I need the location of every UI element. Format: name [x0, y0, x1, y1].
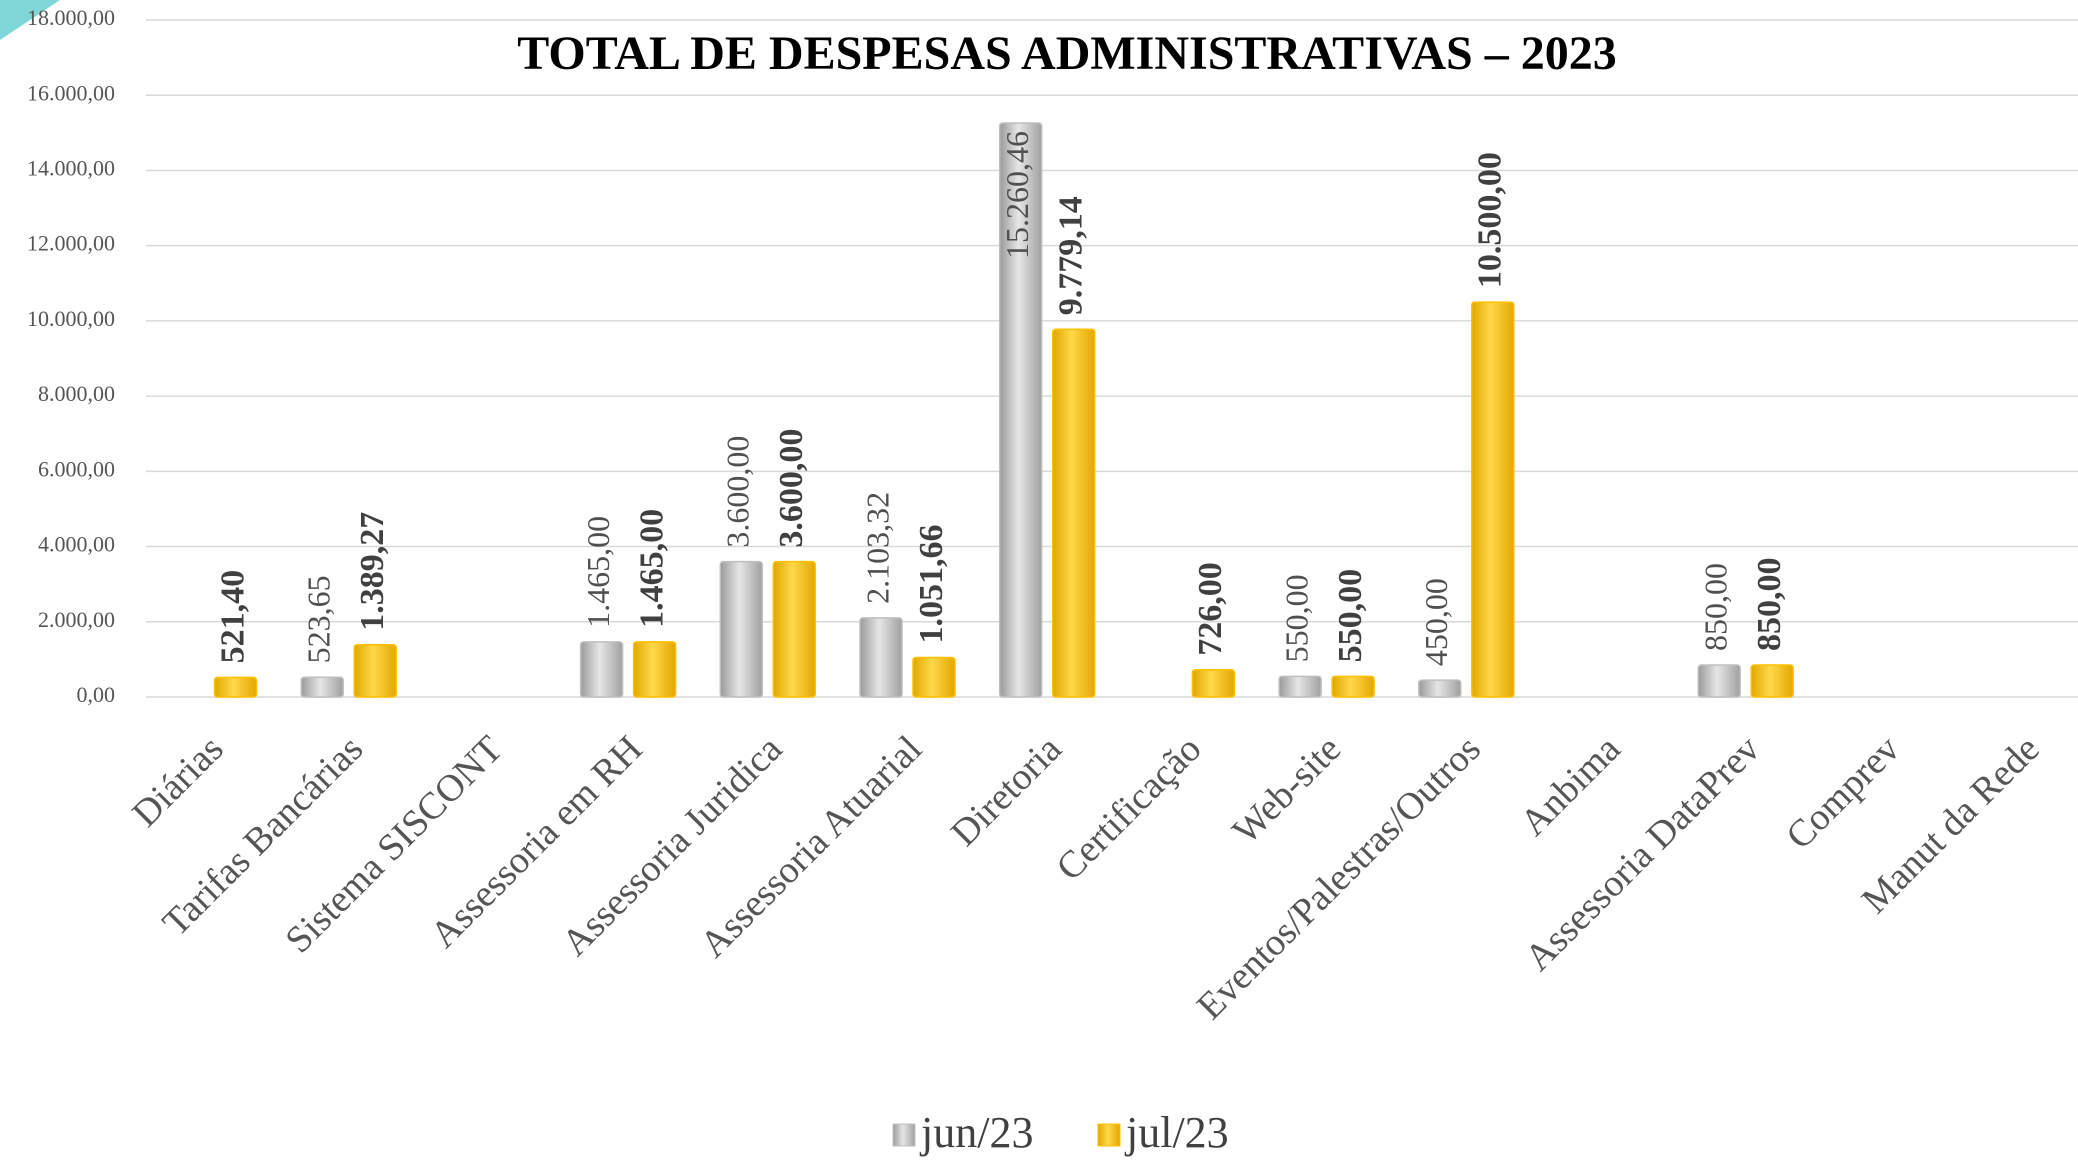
data-label: 1.389,27: [354, 512, 391, 631]
decoration: [0, 0, 60, 40]
x-tick-label: Eventos/Palestras/Outros: [1189, 728, 1489, 1028]
x-tick-label: Diárias: [124, 728, 231, 835]
data-label: 450,00: [1418, 578, 1454, 666]
data-label: 15.260,46: [999, 131, 1035, 259]
bar: [719, 560, 764, 698]
bar: [1051, 328, 1096, 698]
data-label: 850,00: [1751, 558, 1788, 652]
chart-title: TOTAL DE DESPESAS ADMINISTRATIVAS – 2023: [517, 27, 1616, 80]
data-label: 523,65: [301, 575, 337, 663]
data-label: 2.103,32: [859, 492, 895, 604]
x-tick-label: Web-site: [1225, 728, 1350, 853]
x-tick-label: Anbima: [1512, 728, 1628, 844]
bar: [213, 676, 258, 698]
bar: [632, 641, 677, 698]
y-tick-label: 2.000,00: [38, 607, 115, 632]
bar: [1191, 668, 1236, 698]
bar: [300, 676, 344, 698]
bar: [1278, 675, 1322, 698]
legend-label: jul/23: [1124, 1108, 1229, 1157]
data-label: 1.465,00: [633, 509, 670, 628]
bar: [998, 122, 1043, 698]
bar: [912, 656, 956, 698]
legend-swatch: [1097, 1123, 1121, 1147]
bar: [772, 560, 817, 698]
bar: [1750, 664, 1794, 698]
y-tick-label: 16.000,00: [27, 80, 115, 105]
bar: [1331, 675, 1375, 698]
data-label: 1.051,66: [913, 524, 950, 643]
data-label: 521,40: [214, 570, 251, 664]
data-label: 3.600,00: [720, 436, 756, 548]
bar: [1418, 679, 1462, 698]
bar: [579, 641, 624, 698]
y-tick-label: 10.000,00: [27, 306, 115, 331]
x-tick-label: Certificação: [1048, 728, 1209, 889]
x-tick-label: Assessoria DataPrev: [1517, 728, 1768, 979]
y-tick-label: 6.000,00: [38, 456, 115, 481]
y-tick-label: 12.000,00: [27, 231, 115, 256]
y-tick-label: 4.000,00: [38, 532, 115, 557]
data-label: 3.600,00: [773, 429, 810, 548]
y-tick-label: 14.000,00: [27, 155, 115, 180]
data-label: 726,00: [1192, 562, 1229, 656]
bar: [1471, 301, 1515, 698]
bar: [353, 643, 397, 698]
data-label: 10.500,00: [1472, 152, 1509, 288]
bar: [859, 617, 903, 698]
data-label: 850,00: [1698, 563, 1734, 651]
y-tick-label: 8.000,00: [38, 381, 115, 406]
legend-swatch: [892, 1123, 916, 1147]
data-label: 550,00: [1332, 569, 1369, 663]
legend-label: jun/23: [919, 1108, 1033, 1157]
y-tick-label: 18.000,00: [27, 5, 115, 30]
y-tick-label: 0,00: [77, 682, 116, 707]
x-tick-label: Diretoria: [943, 728, 1070, 855]
x-tick-label: Comprev: [1778, 728, 1908, 858]
bar: [1697, 664, 1741, 698]
data-label: 1.465,00: [580, 516, 616, 628]
data-label: 550,00: [1278, 574, 1314, 662]
data-label: 9.779,14: [1052, 196, 1089, 315]
